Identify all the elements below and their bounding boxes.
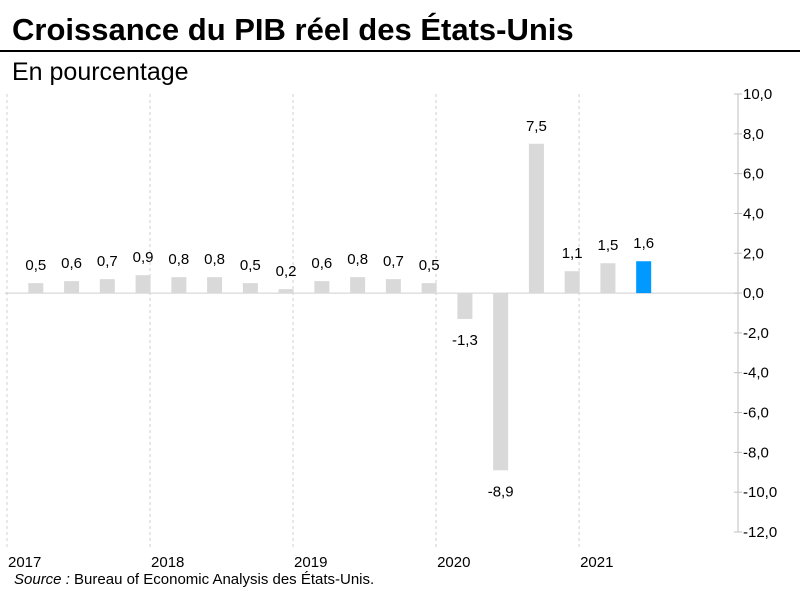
bar — [207, 277, 223, 294]
bar — [493, 293, 509, 471]
data-label: 0,5 — [419, 257, 440, 274]
y-tick-label: 6,0 — [743, 166, 764, 183]
title-rule — [0, 50, 800, 52]
chart-title: Croissance du PIB réel des États-Unis — [12, 12, 574, 47]
bar — [528, 143, 544, 294]
data-label: 1,6 — [633, 235, 654, 252]
bar — [242, 283, 258, 294]
chart-subtitle: En pourcentage — [12, 58, 189, 86]
bar — [421, 283, 437, 294]
data-label: 0,6 — [61, 255, 82, 272]
data-label: -1,3 — [452, 332, 478, 349]
bar — [600, 263, 616, 294]
y-tick-label: -10,0 — [743, 484, 777, 501]
y-tick-label: -4,0 — [743, 365, 769, 382]
source-text: Bureau of Economic Analysis des États-Un… — [74, 571, 375, 588]
data-label: 1,5 — [597, 237, 618, 254]
data-label: 7,5 — [526, 118, 547, 135]
bar — [564, 271, 580, 294]
y-tick-label: -6,0 — [743, 405, 769, 422]
bar — [636, 261, 652, 294]
x-tick-label: 2019 — [294, 554, 327, 571]
data-label: 0,6 — [311, 255, 332, 272]
y-tick-label: 10,0 — [743, 86, 772, 103]
data-label: 0,8 — [204, 251, 225, 268]
data-label: 0,7 — [97, 253, 118, 270]
y-tick-label: 0,0 — [743, 285, 764, 302]
bar — [135, 275, 151, 294]
x-tick-label: 2018 — [151, 554, 184, 571]
bar — [28, 283, 44, 294]
data-label: 0,2 — [276, 263, 297, 280]
x-tick-label: 2020 — [437, 554, 470, 571]
y-tick-label: 2,0 — [743, 245, 764, 262]
bar — [314, 281, 330, 294]
y-tick-label: -2,0 — [743, 325, 769, 342]
y-tick-label: 8,0 — [743, 126, 764, 143]
bar — [64, 281, 80, 294]
y-tick-label: -12,0 — [743, 524, 777, 541]
y-tick-label: -8,0 — [743, 444, 769, 461]
source-note: Source : Bureau of Economic Analysis des… — [14, 571, 374, 588]
bar — [457, 293, 473, 319]
data-label: -8,9 — [488, 483, 514, 500]
x-tick-label: 2017 — [8, 554, 41, 571]
bar — [171, 277, 187, 294]
data-label: 0,8 — [347, 251, 368, 268]
bar — [278, 289, 294, 294]
bar — [350, 277, 366, 294]
data-label: 0,5 — [240, 257, 261, 274]
data-label: 0,9 — [133, 249, 154, 266]
data-label: 0,7 — [383, 253, 404, 270]
source-label: Source : — [14, 571, 70, 588]
data-label: 0,5 — [25, 257, 46, 274]
bar — [99, 279, 115, 294]
y-tick-label: 4,0 — [743, 205, 764, 222]
bar — [385, 279, 401, 294]
x-tick-label: 2021 — [580, 554, 613, 571]
data-label: 0,8 — [168, 251, 189, 268]
data-label: 1,1 — [562, 245, 583, 262]
